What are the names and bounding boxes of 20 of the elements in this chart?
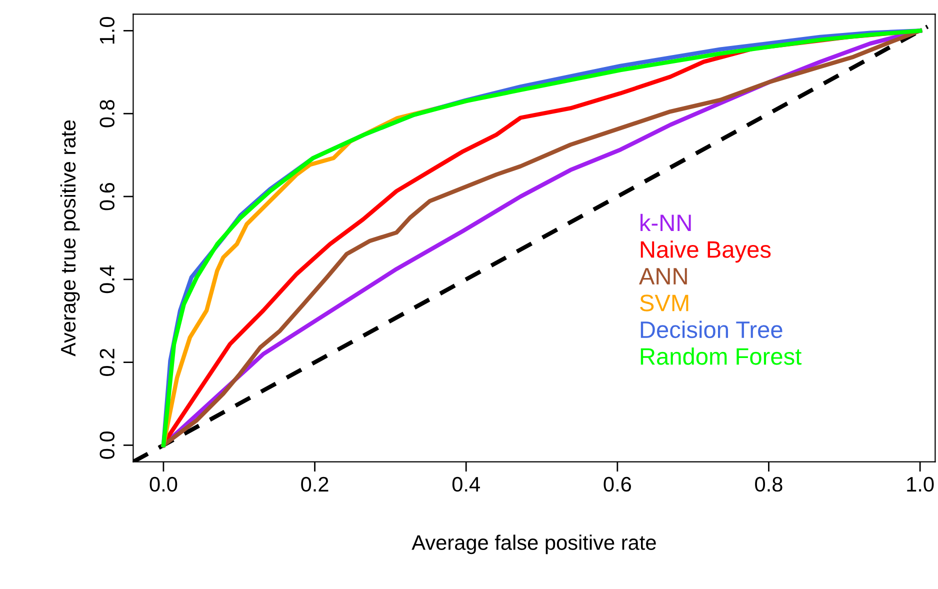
text: k-NN xyxy=(640,214,691,231)
x-tick-label: 0.4 xyxy=(452,476,480,492)
x-tick-label: 0.6 xyxy=(604,476,631,492)
y-axis-title: Average true positive rate xyxy=(60,120,80,356)
y-tick-label: 0.6 xyxy=(100,182,114,210)
y-tick-label: 0.2 xyxy=(100,348,114,376)
x-tick-label: 0.8 xyxy=(755,476,782,492)
y-tick-label: 0.4 xyxy=(100,266,114,294)
text: ANN xyxy=(639,268,687,284)
x-tick-label: 1.0 xyxy=(907,476,934,492)
x-tick-label: 0.0 xyxy=(150,476,178,492)
text: Decision Tree xyxy=(640,320,782,338)
y-tick-label: 0.8 xyxy=(100,100,114,128)
y-tick-label: 1.0 xyxy=(100,17,114,44)
x-tick-label: 0.2 xyxy=(301,476,328,492)
text: Naive Bayes xyxy=(640,240,771,263)
text: SVM xyxy=(640,294,688,312)
text: Random Forest xyxy=(640,348,802,365)
y-tick-label: 0.0 xyxy=(100,432,114,459)
x-axis-title: Average false positive rate xyxy=(412,534,656,554)
